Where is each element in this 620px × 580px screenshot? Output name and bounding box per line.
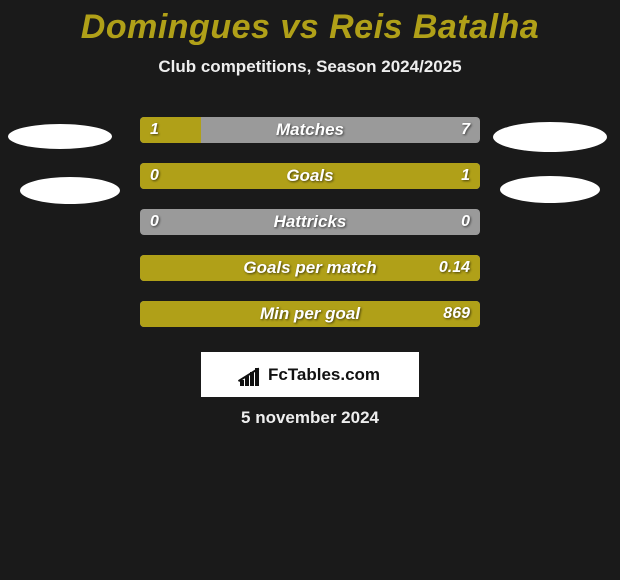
attribution-text: FcTables.com [268, 365, 380, 385]
stat-row: 0.14 Goals per match [0, 245, 620, 291]
player-blob [500, 176, 600, 203]
chart-icon [240, 364, 262, 386]
bar-track [140, 255, 480, 281]
stat-value-right: 7 [461, 117, 470, 143]
stat-row: 0 0 Hattricks [0, 199, 620, 245]
stat-row: 869 Min per goal [0, 291, 620, 337]
bar-track [140, 301, 480, 327]
stat-value-right: 869 [443, 301, 470, 327]
attribution-badge: FcTables.com [201, 352, 419, 397]
stat-value-left: 0 [150, 163, 159, 189]
player-blob [20, 177, 120, 204]
stat-value-right: 1 [461, 163, 470, 189]
bar-track [140, 163, 480, 189]
chart-subtitle: Club competitions, Season 2024/2025 [0, 57, 620, 77]
chart-date: 5 november 2024 [0, 408, 620, 428]
player-blob [493, 122, 607, 152]
stat-value-left: 0 [150, 209, 159, 235]
stat-value-right: 0 [461, 209, 470, 235]
bar-right-fill [140, 301, 480, 327]
player-blob [8, 124, 112, 149]
stat-value-right: 0.14 [439, 255, 470, 281]
bar-track [140, 209, 480, 235]
stat-value-left: 1 [150, 117, 159, 143]
comparison-chart: Domingues vs Reis Batalha Club competiti… [0, 0, 620, 580]
bar-right-fill [140, 163, 480, 189]
chart-title: Domingues vs Reis Batalha [0, 0, 620, 47]
bar-right-fill [140, 255, 480, 281]
bar-track [140, 117, 480, 143]
